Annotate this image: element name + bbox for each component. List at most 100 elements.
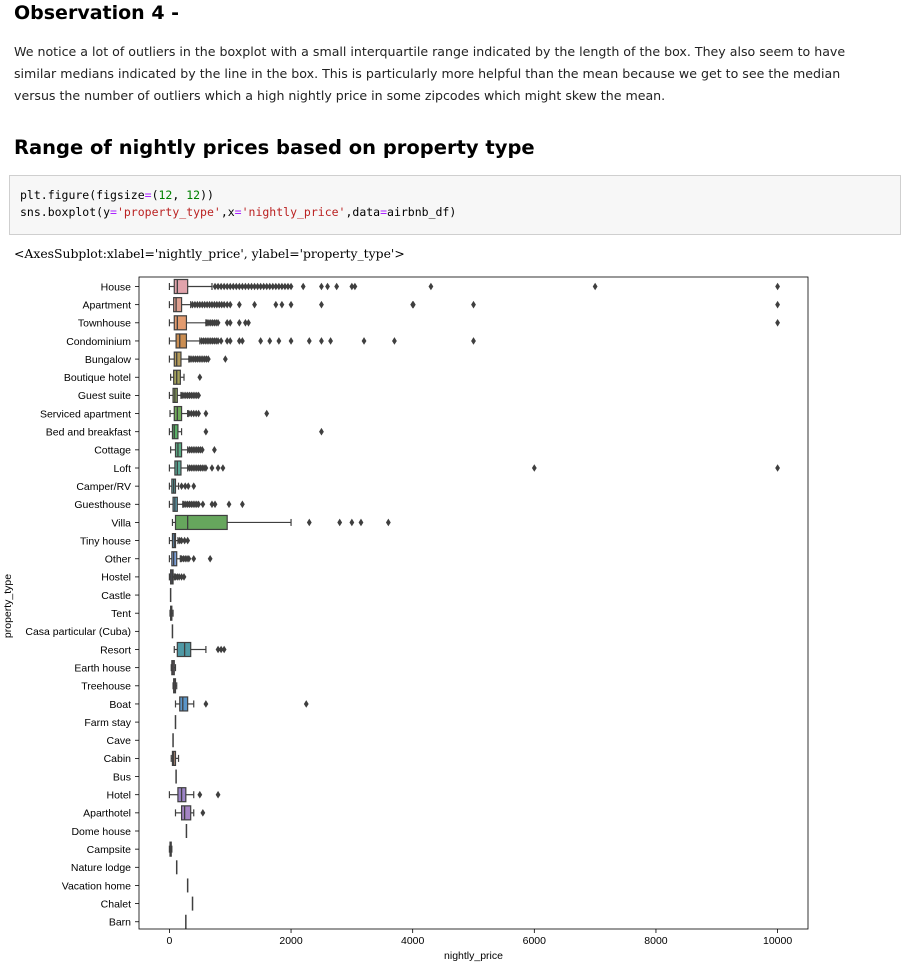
outlier-point — [194, 300, 200, 309]
box-group — [172, 678, 178, 694]
outlier-point — [182, 536, 188, 545]
outlier-point — [236, 319, 242, 327]
outlier-point — [212, 300, 217, 309]
outlier-point — [227, 319, 233, 327]
y-tick-label: Cabin — [104, 753, 132, 765]
y-tick-label: Guest suite — [78, 390, 131, 402]
code-token: ( — [151, 188, 159, 202]
box-group — [174, 805, 206, 821]
x-tick-label: 10000 — [763, 935, 792, 947]
y-axis-label: property_type — [2, 574, 14, 638]
box-group — [168, 315, 780, 331]
outlier-point — [267, 337, 273, 345]
y-tick-label: Apartment — [83, 299, 132, 311]
y-tick-label: Bungalow — [85, 354, 132, 366]
box-group — [168, 787, 221, 803]
outlier-point — [221, 300, 227, 309]
iqr-box — [173, 315, 188, 331]
outlier-point — [192, 300, 198, 309]
observation-text: We notice a lot of outliers in the boxpl… — [14, 44, 846, 103]
box-group — [168, 460, 780, 476]
outlier-point — [179, 573, 184, 581]
outlier-point — [230, 282, 236, 291]
box-group — [170, 442, 217, 458]
y-axis: House Apartment Townhouse Condominium Bungal… — [25, 281, 139, 929]
outlier-point — [246, 319, 251, 327]
outlier-point — [227, 300, 233, 309]
outlier-point — [252, 282, 257, 291]
outlier-point — [273, 300, 279, 309]
outlier-point — [218, 282, 224, 291]
y-tick-label: Tent — [111, 608, 131, 620]
box-group — [168, 351, 228, 367]
y-tick-label: Bed and breakfast — [46, 427, 131, 439]
outlier-point — [214, 300, 220, 309]
y-tick-label: Loft — [113, 463, 131, 475]
outlier-point — [203, 700, 209, 708]
outlier-point — [188, 409, 194, 418]
y-tick-label: Farm stay — [84, 717, 131, 729]
outlier-point — [392, 337, 397, 345]
outlier-point — [325, 282, 330, 291]
outlier-point — [276, 282, 282, 291]
outlier-point — [276, 337, 282, 345]
y-tick-label: Cave — [106, 735, 131, 747]
outlier-point — [197, 790, 203, 799]
outlier-point — [428, 282, 434, 291]
code-token: plt.figure(figsize — [20, 188, 145, 202]
outlier-point — [196, 500, 202, 509]
outlier-point — [267, 282, 273, 291]
box-group — [168, 496, 245, 512]
iqr-box — [173, 351, 182, 367]
x-tick-label: 2000 — [279, 935, 303, 947]
outlier-point — [282, 282, 288, 291]
code-token: , — [172, 188, 187, 202]
outlier-point — [385, 518, 391, 527]
box-group — [168, 478, 197, 494]
y-tick-label: Resort — [100, 644, 131, 656]
code-cell[interactable]: plt.figure(figsize=(12, 12)) sns.boxplot… — [9, 175, 901, 235]
outlier-point — [279, 300, 285, 309]
outlier-point — [252, 300, 257, 309]
iqr-box — [179, 696, 189, 712]
outlier-point — [209, 464, 215, 472]
code-token: 'property_type' — [116, 205, 221, 219]
outlier-point — [191, 409, 197, 418]
y-tick-label: Boutique hotel — [64, 372, 131, 384]
iqr-box — [171, 424, 179, 440]
box-group — [174, 696, 309, 712]
x-tick-label: 0 — [166, 935, 172, 947]
iqr-box — [173, 297, 183, 313]
outlier-point — [273, 282, 279, 291]
box-group — [173, 641, 227, 658]
outlier-point — [319, 337, 324, 345]
outlier-point — [202, 300, 208, 309]
code-line-1: plt.figure(figsize=(12, 12)) — [20, 188, 214, 202]
box-group — [170, 750, 180, 766]
section-heading: Range of nightly prices based on propert… — [14, 136, 535, 159]
outlier-point — [337, 518, 343, 527]
outlier-point — [349, 518, 355, 527]
outlier-point — [352, 282, 358, 291]
box-group — [169, 405, 270, 422]
outlier-point — [176, 573, 182, 581]
y-tick-label: Camper/RV — [76, 481, 131, 493]
outlier-point — [218, 337, 224, 345]
y-tick-label: Nature lodge — [71, 862, 131, 874]
outlier-point — [227, 337, 233, 345]
code-token: 'nightly_price' — [241, 205, 346, 219]
box-group — [168, 569, 187, 585]
outlier-point — [185, 536, 191, 545]
y-tick-label: Boat — [109, 699, 131, 711]
outlier-point — [221, 645, 227, 654]
outlier-point — [349, 282, 355, 291]
y-tick-label: Earth house — [74, 662, 131, 674]
iqr-box — [175, 333, 188, 349]
outlier-point — [196, 409, 202, 418]
code-token: = — [144, 188, 152, 202]
box-group — [168, 278, 780, 295]
box-group — [168, 333, 476, 349]
code-token: ,data — [345, 205, 381, 219]
outlier-point — [205, 355, 211, 363]
outlier-point — [185, 482, 191, 490]
